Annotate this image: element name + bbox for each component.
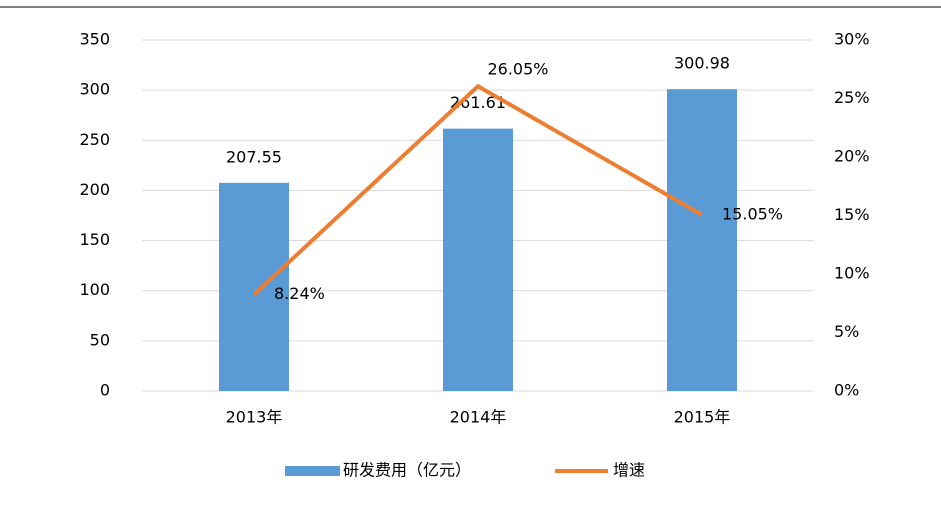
y-tick-label: 0 bbox=[100, 381, 110, 400]
line bbox=[252, 84, 703, 297]
x-tick-label: 2014年 bbox=[450, 408, 507, 427]
y-tick-label: 300 bbox=[79, 80, 110, 99]
line-value-label: 15.05% bbox=[722, 204, 783, 223]
y-tick-label: 350 bbox=[79, 30, 110, 49]
y-tick-label: 200 bbox=[79, 180, 110, 199]
bar bbox=[443, 128, 513, 391]
legend-swatch bbox=[285, 466, 340, 476]
y-tick-label: 50 bbox=[90, 330, 110, 349]
legend-label: 研发费用（亿元） bbox=[343, 461, 471, 480]
line-value-label: 26.05% bbox=[487, 60, 548, 79]
bar bbox=[219, 182, 289, 391]
legend-label: 增速 bbox=[613, 461, 645, 480]
y2-tick-label: 5% bbox=[834, 322, 859, 341]
y2-tick-label: 10% bbox=[834, 264, 870, 283]
bar-value-label: 207.55 bbox=[226, 147, 282, 166]
y2-tick-label: 30% bbox=[834, 30, 870, 49]
bar-value-label: 300.98 bbox=[674, 54, 730, 73]
y-tick-label: 150 bbox=[79, 230, 110, 249]
x-tick-label: 2013年 bbox=[226, 408, 283, 427]
y2-tick-label: 20% bbox=[834, 147, 870, 166]
line-value-label: 8.24% bbox=[274, 284, 325, 303]
y2-tick-label: 0% bbox=[834, 381, 859, 400]
bar bbox=[667, 89, 737, 391]
y-tick-label: 100 bbox=[79, 280, 110, 299]
x-tick-label: 2015年 bbox=[674, 408, 731, 427]
y2-tick-label: 15% bbox=[834, 205, 870, 224]
y-tick-label: 250 bbox=[79, 130, 110, 149]
y2-tick-label: 25% bbox=[834, 88, 870, 107]
